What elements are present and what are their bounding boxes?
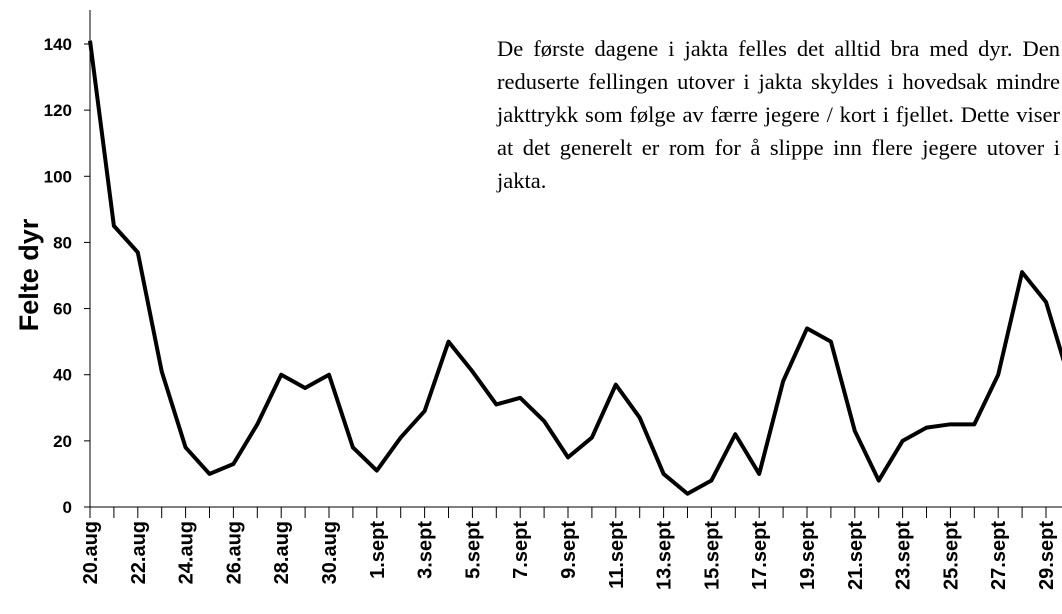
annotation: De første dagene i jakta felles det allt… [497,36,1060,193]
x-tick-label: 28.aug [271,521,293,584]
x-tick-label: 30.aug [319,521,341,584]
data-line [88,40,1062,496]
x-tick-label: 17.sept [749,521,771,590]
x-tick-label: 1.sept [367,521,389,579]
y-tick-label: 20 [53,432,72,451]
y-axis-title: Felte dyr [14,218,44,331]
y-tick-label: 140 [44,35,72,54]
x-tick-label: 29.sept [1036,521,1058,590]
x-tick-label: 24.aug [176,521,198,584]
y-tick-label: 60 [53,300,72,319]
y-tick-label: 40 [53,366,72,385]
x-tick-label: 13.sept [654,521,676,590]
y-tick-label: 80 [53,233,72,252]
x-tick-label: 9.sept [558,521,580,579]
x-tick-label: 3.sept [415,521,437,579]
x-tick-label: 22.aug [128,521,150,584]
y-tick-label: 120 [44,101,72,120]
x-tick-label: 25.sept [940,521,962,590]
x-tick-label: 23.sept [893,521,915,590]
x-tick-label: 7.sept [510,521,532,579]
x-tick-label: 26.aug [223,521,245,584]
x-tick-label: 27.sept [988,521,1010,590]
x-tick-label: 5.sept [462,521,484,579]
y-tick-label: 100 [44,167,72,186]
x-tick-label: 19.sept [797,521,819,590]
x-tick-label: 20.aug [80,521,102,584]
x-tick-label: 11.sept [606,521,628,589]
x-tick-label: 21.sept [845,521,867,590]
y-tick-label: 0 [63,498,72,517]
x-tick-label: 15.sept [701,521,723,590]
